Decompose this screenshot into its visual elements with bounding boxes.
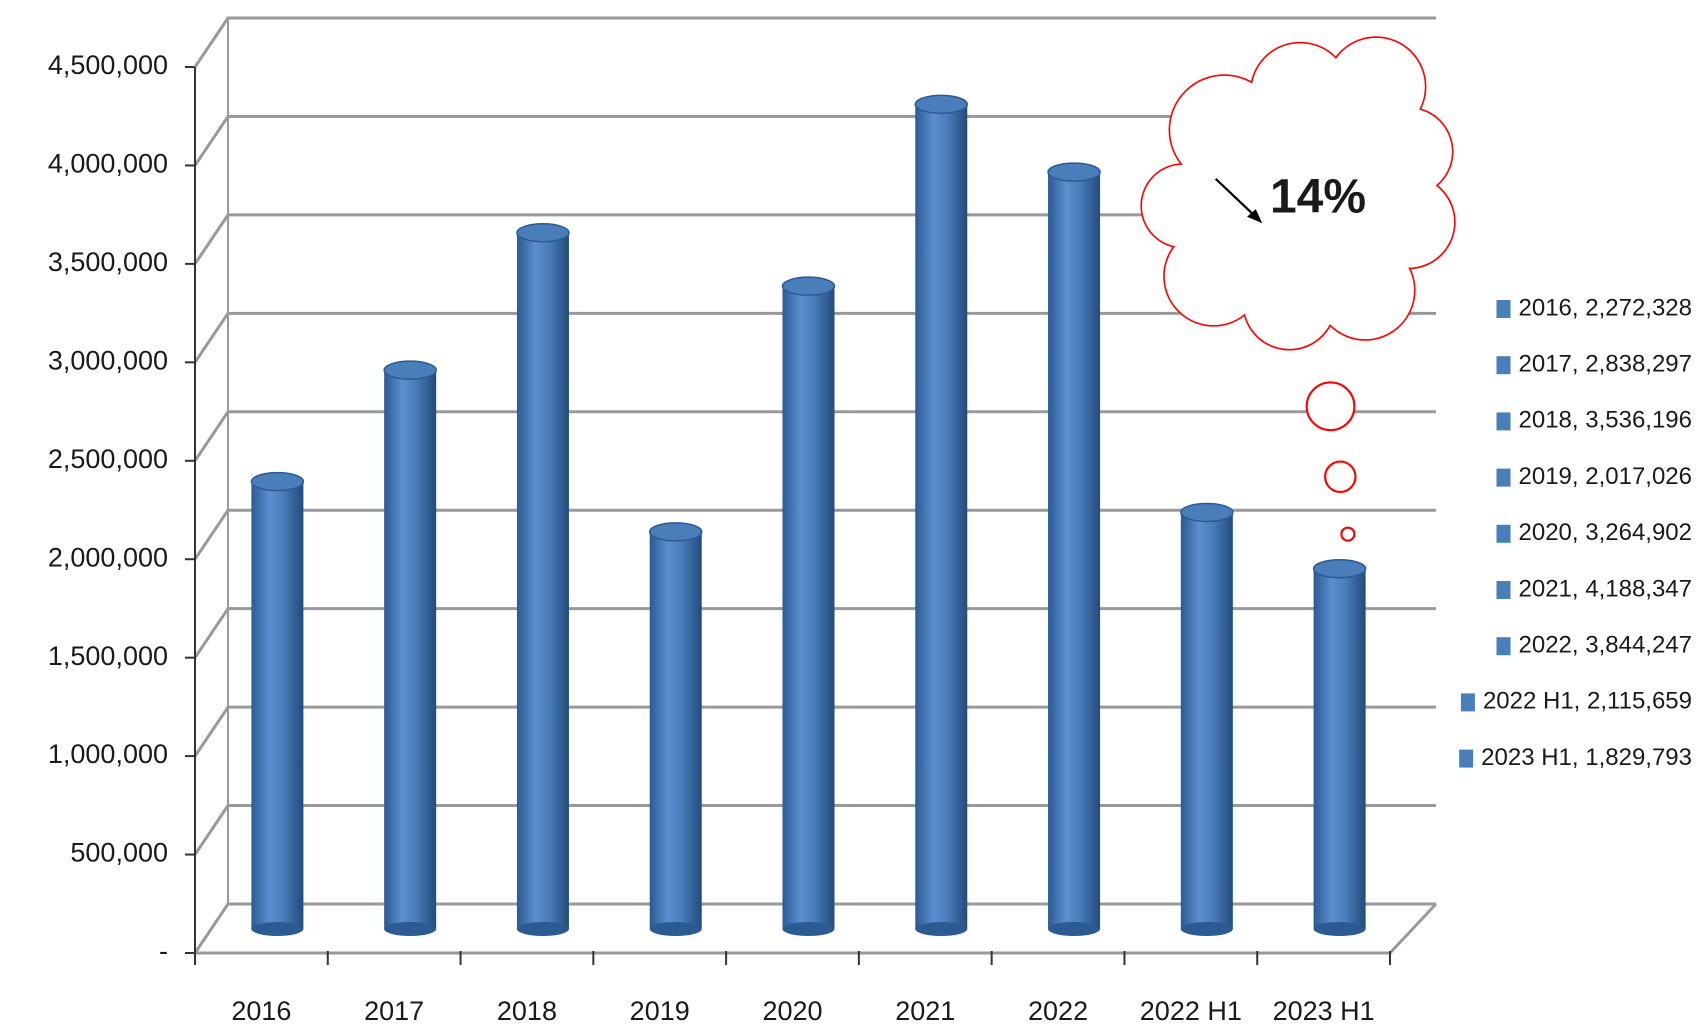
bar-top xyxy=(915,95,967,113)
legend-swatch xyxy=(1459,750,1473,768)
chart: - 500,000 1,000,000 1,500,000 2,000,000 2,500… xyxy=(0,0,1699,1032)
legend-label: 2022 H1, 2,115,659 xyxy=(1483,688,1692,715)
y-tick-label: 2,000,000 xyxy=(48,542,168,572)
legend-swatch xyxy=(1497,412,1511,430)
bar xyxy=(517,233,569,929)
legend-swatch xyxy=(1497,637,1511,655)
x-tick-label: 2023 H1 xyxy=(1273,996,1375,1026)
legend-label: 2023 H1, 1,829,793 xyxy=(1481,744,1692,771)
grid-line xyxy=(195,18,1436,67)
y-tick-label: 3,500,000 xyxy=(48,247,168,277)
bar xyxy=(1314,569,1366,929)
legend-swatch xyxy=(1497,525,1511,543)
bar-top xyxy=(517,224,569,242)
bar xyxy=(915,104,967,929)
bar xyxy=(650,532,702,929)
bar xyxy=(384,370,436,929)
bar-base xyxy=(384,922,436,936)
x-tick-label: 2020 xyxy=(762,996,822,1026)
x-tick-label: 2022 H1 xyxy=(1140,996,1242,1026)
legend-swatch xyxy=(1497,469,1511,487)
thought-cloud xyxy=(1142,38,1454,541)
legend-swatch xyxy=(1497,581,1511,599)
y-tick-label: - xyxy=(159,936,168,966)
legend-swatch xyxy=(1497,300,1511,318)
bar-top xyxy=(384,361,436,379)
legend-label: 2016, 2,272,328 xyxy=(1519,294,1693,321)
legend-label: 2022, 3,844,247 xyxy=(1519,632,1693,659)
x-tick-label: 2016 xyxy=(231,996,291,1026)
bar-top xyxy=(251,473,303,491)
bar-top xyxy=(1314,560,1366,578)
bar-top xyxy=(783,277,835,295)
y-tick-label: 500,000 xyxy=(70,838,168,868)
bar-base xyxy=(650,922,702,936)
bar-top xyxy=(1048,163,1100,181)
bar-top xyxy=(650,523,702,541)
y-tick-label: 4,500,000 xyxy=(48,50,168,80)
bar-base xyxy=(517,922,569,936)
bar-base xyxy=(783,922,835,936)
x-tick-label: 2021 xyxy=(895,996,955,1026)
bar xyxy=(1181,512,1233,929)
x-tick-label: 2018 xyxy=(497,996,557,1026)
bar-base xyxy=(1314,922,1366,936)
x-tick-label: 2022 xyxy=(1028,996,1088,1026)
y-tick-label: 4,000,000 xyxy=(48,149,168,179)
y-tick-label: 1,500,000 xyxy=(48,641,168,671)
bar-base xyxy=(1048,922,1100,936)
legend-label: 2020, 3,264,902 xyxy=(1519,519,1693,546)
bar xyxy=(783,286,835,929)
legend-label: 2018, 3,536,196 xyxy=(1519,407,1693,434)
annotation: 14% xyxy=(1270,171,1366,224)
legend-swatch xyxy=(1461,693,1475,711)
x-tick-label: 2017 xyxy=(364,996,424,1026)
y-tick-label: 1,000,000 xyxy=(48,739,168,769)
x-tick-label: 2019 xyxy=(630,996,690,1026)
legend-swatch xyxy=(1497,356,1511,374)
legend: 2016, 2,272,328 2017, 2,838,297 2018, 3,53… xyxy=(1459,294,1692,771)
legend-label: 2019, 2,017,026 xyxy=(1519,463,1693,490)
bar-base xyxy=(915,922,967,936)
bar-base xyxy=(251,922,303,936)
bar-base xyxy=(1181,922,1233,936)
legend-label: 2021, 4,188,347 xyxy=(1519,575,1693,602)
bar xyxy=(1048,172,1100,929)
y-tick-label: 2,500,000 xyxy=(48,444,168,474)
bar xyxy=(251,482,303,929)
y-tick-label: 3,000,000 xyxy=(48,345,168,375)
bar-top xyxy=(1181,503,1233,521)
legend-label: 2017, 2,838,297 xyxy=(1519,351,1693,378)
